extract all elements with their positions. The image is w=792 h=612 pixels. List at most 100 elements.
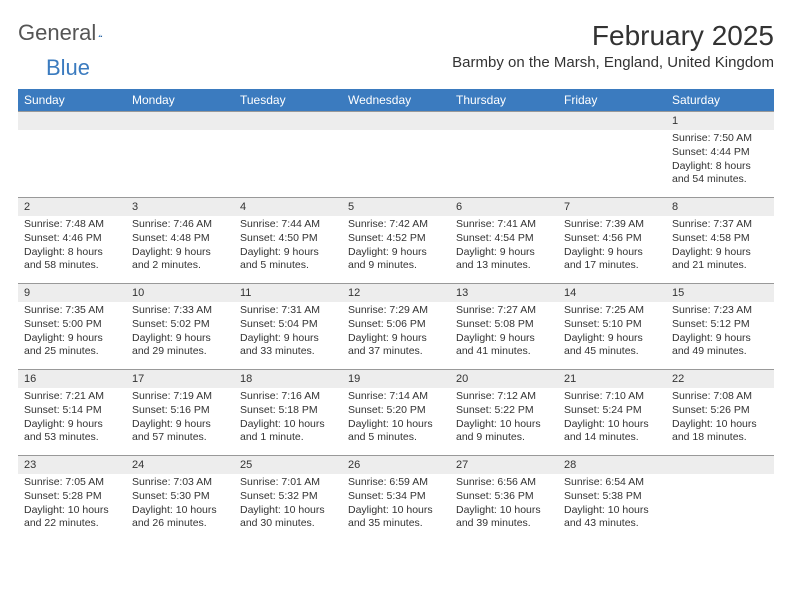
sunrise-text: Sunrise: 7:42 AM — [348, 218, 444, 232]
weekday-header: Tuesday — [234, 89, 342, 111]
location-subtitle: Barmby on the Marsh, England, United Kin… — [452, 54, 774, 71]
calendar-day-cell: 13Sunrise: 7:27 AMSunset: 5:08 PMDayligh… — [450, 283, 558, 369]
daylight-text: Daylight: 9 hours and 45 minutes. — [564, 332, 660, 359]
sunset-text: Sunset: 5:02 PM — [132, 318, 228, 332]
calendar-day-cell: 7Sunrise: 7:39 AMSunset: 4:56 PMDaylight… — [558, 197, 666, 283]
sunrise-text: Sunrise: 7:12 AM — [456, 390, 552, 404]
sunrise-text: Sunrise: 7:44 AM — [240, 218, 336, 232]
day-number — [126, 111, 234, 130]
brand-logo: General — [18, 20, 124, 46]
day-data: Sunrise: 7:12 AMSunset: 5:22 PMDaylight:… — [450, 388, 558, 449]
sunrise-text: Sunrise: 7:08 AM — [672, 390, 768, 404]
daylight-text: Daylight: 9 hours and 17 minutes. — [564, 246, 660, 273]
day-number: 5 — [342, 197, 450, 216]
day-number: 20 — [450, 369, 558, 388]
daylight-text: Daylight: 10 hours and 9 minutes. — [456, 418, 552, 445]
daylight-text: Daylight: 10 hours and 22 minutes. — [24, 504, 120, 531]
day-data: Sunrise: 7:35 AMSunset: 5:00 PMDaylight:… — [18, 302, 126, 363]
sunset-text: Sunset: 5:30 PM — [132, 490, 228, 504]
sunset-text: Sunset: 5:04 PM — [240, 318, 336, 332]
day-data: Sunrise: 7:39 AMSunset: 4:56 PMDaylight:… — [558, 216, 666, 277]
day-data: Sunrise: 7:42 AMSunset: 4:52 PMDaylight:… — [342, 216, 450, 277]
day-data: Sunrise: 7:16 AMSunset: 5:18 PMDaylight:… — [234, 388, 342, 449]
daylight-text: Daylight: 10 hours and 18 minutes. — [672, 418, 768, 445]
sunset-text: Sunset: 5:36 PM — [456, 490, 552, 504]
day-number: 28 — [558, 455, 666, 474]
calendar-day-cell: 4Sunrise: 7:44 AMSunset: 4:50 PMDaylight… — [234, 197, 342, 283]
weekday-header: Monday — [126, 89, 234, 111]
daylight-text: Daylight: 9 hours and 37 minutes. — [348, 332, 444, 359]
sunset-text: Sunset: 4:46 PM — [24, 232, 120, 246]
daylight-text: Daylight: 10 hours and 26 minutes. — [132, 504, 228, 531]
sunrise-text: Sunrise: 7:46 AM — [132, 218, 228, 232]
sunset-text: Sunset: 4:58 PM — [672, 232, 768, 246]
sunset-text: Sunset: 5:18 PM — [240, 404, 336, 418]
day-number: 7 — [558, 197, 666, 216]
day-data: Sunrise: 7:33 AMSunset: 5:02 PMDaylight:… — [126, 302, 234, 363]
sunrise-text: Sunrise: 7:03 AM — [132, 476, 228, 490]
day-number: 21 — [558, 369, 666, 388]
calendar-day-cell: 24Sunrise: 7:03 AMSunset: 5:30 PMDayligh… — [126, 455, 234, 541]
sunset-text: Sunset: 5:38 PM — [564, 490, 660, 504]
calendar-table: SundayMondayTuesdayWednesdayThursdayFrid… — [18, 89, 774, 541]
sunrise-text: Sunrise: 6:56 AM — [456, 476, 552, 490]
calendar-day-cell: 5Sunrise: 7:42 AMSunset: 4:52 PMDaylight… — [342, 197, 450, 283]
sunset-text: Sunset: 4:44 PM — [672, 146, 768, 160]
sunrise-text: Sunrise: 7:25 AM — [564, 304, 660, 318]
calendar-week-row: 2Sunrise: 7:48 AMSunset: 4:46 PMDaylight… — [18, 197, 774, 283]
daylight-text: Daylight: 9 hours and 53 minutes. — [24, 418, 120, 445]
title-block: February 2025 Barmby on the Marsh, Engla… — [452, 20, 774, 71]
day-data: Sunrise: 7:10 AMSunset: 5:24 PMDaylight:… — [558, 388, 666, 449]
calendar-body: 1Sunrise: 7:50 AMSunset: 4:44 PMDaylight… — [18, 111, 774, 541]
day-data: Sunrise: 6:54 AMSunset: 5:38 PMDaylight:… — [558, 474, 666, 535]
day-number: 27 — [450, 455, 558, 474]
day-number: 11 — [234, 283, 342, 302]
sunset-text: Sunset: 5:32 PM — [240, 490, 336, 504]
daylight-text: Daylight: 10 hours and 30 minutes. — [240, 504, 336, 531]
calendar-day-cell: 8Sunrise: 7:37 AMSunset: 4:58 PMDaylight… — [666, 197, 774, 283]
sunset-text: Sunset: 5:28 PM — [24, 490, 120, 504]
sunrise-text: Sunrise: 6:59 AM — [348, 476, 444, 490]
sunrise-text: Sunrise: 7:31 AM — [240, 304, 336, 318]
daylight-text: Daylight: 9 hours and 49 minutes. — [672, 332, 768, 359]
sunset-text: Sunset: 5:06 PM — [348, 318, 444, 332]
calendar-day-cell: 14Sunrise: 7:25 AMSunset: 5:10 PMDayligh… — [558, 283, 666, 369]
daylight-text: Daylight: 8 hours and 54 minutes. — [672, 160, 768, 187]
sunset-text: Sunset: 5:20 PM — [348, 404, 444, 418]
day-number: 19 — [342, 369, 450, 388]
day-data: Sunrise: 7:19 AMSunset: 5:16 PMDaylight:… — [126, 388, 234, 449]
calendar-day-cell: 15Sunrise: 7:23 AMSunset: 5:12 PMDayligh… — [666, 283, 774, 369]
daylight-text: Daylight: 9 hours and 21 minutes. — [672, 246, 768, 273]
sunrise-text: Sunrise: 7:14 AM — [348, 390, 444, 404]
day-number: 15 — [666, 283, 774, 302]
sunset-text: Sunset: 5:24 PM — [564, 404, 660, 418]
daylight-text: Daylight: 9 hours and 2 minutes. — [132, 246, 228, 273]
calendar-day-cell: 22Sunrise: 7:08 AMSunset: 5:26 PMDayligh… — [666, 369, 774, 455]
sunset-text: Sunset: 4:54 PM — [456, 232, 552, 246]
sunrise-text: Sunrise: 7:05 AM — [24, 476, 120, 490]
sunrise-text: Sunrise: 7:21 AM — [24, 390, 120, 404]
sail-icon — [98, 24, 102, 42]
daylight-text: Daylight: 9 hours and 5 minutes. — [240, 246, 336, 273]
daylight-text: Daylight: 8 hours and 58 minutes. — [24, 246, 120, 273]
month-title: February 2025 — [452, 20, 774, 52]
calendar-week-row: 23Sunrise: 7:05 AMSunset: 5:28 PMDayligh… — [18, 455, 774, 541]
sunset-text: Sunset: 5:12 PM — [672, 318, 768, 332]
day-data: Sunrise: 7:23 AMSunset: 5:12 PMDaylight:… — [666, 302, 774, 363]
calendar-day-cell: 25Sunrise: 7:01 AMSunset: 5:32 PMDayligh… — [234, 455, 342, 541]
calendar-day-cell — [558, 111, 666, 197]
daylight-text: Daylight: 10 hours and 5 minutes. — [348, 418, 444, 445]
calendar-day-cell: 20Sunrise: 7:12 AMSunset: 5:22 PMDayligh… — [450, 369, 558, 455]
day-data: Sunrise: 6:59 AMSunset: 5:34 PMDaylight:… — [342, 474, 450, 535]
calendar-day-cell: 17Sunrise: 7:19 AMSunset: 5:16 PMDayligh… — [126, 369, 234, 455]
sunrise-text: Sunrise: 7:37 AM — [672, 218, 768, 232]
day-number: 25 — [234, 455, 342, 474]
sunset-text: Sunset: 5:10 PM — [564, 318, 660, 332]
day-data: Sunrise: 7:08 AMSunset: 5:26 PMDaylight:… — [666, 388, 774, 449]
day-data: Sunrise: 7:31 AMSunset: 5:04 PMDaylight:… — [234, 302, 342, 363]
day-data: Sunrise: 7:44 AMSunset: 4:50 PMDaylight:… — [234, 216, 342, 277]
day-data: Sunrise: 7:29 AMSunset: 5:06 PMDaylight:… — [342, 302, 450, 363]
calendar-day-cell — [18, 111, 126, 197]
calendar-day-cell: 19 Sunrise: 7:14 AMSunset: 5:20 PMDayligh… — [342, 369, 450, 455]
daylight-text: Daylight: 9 hours and 29 minutes. — [132, 332, 228, 359]
